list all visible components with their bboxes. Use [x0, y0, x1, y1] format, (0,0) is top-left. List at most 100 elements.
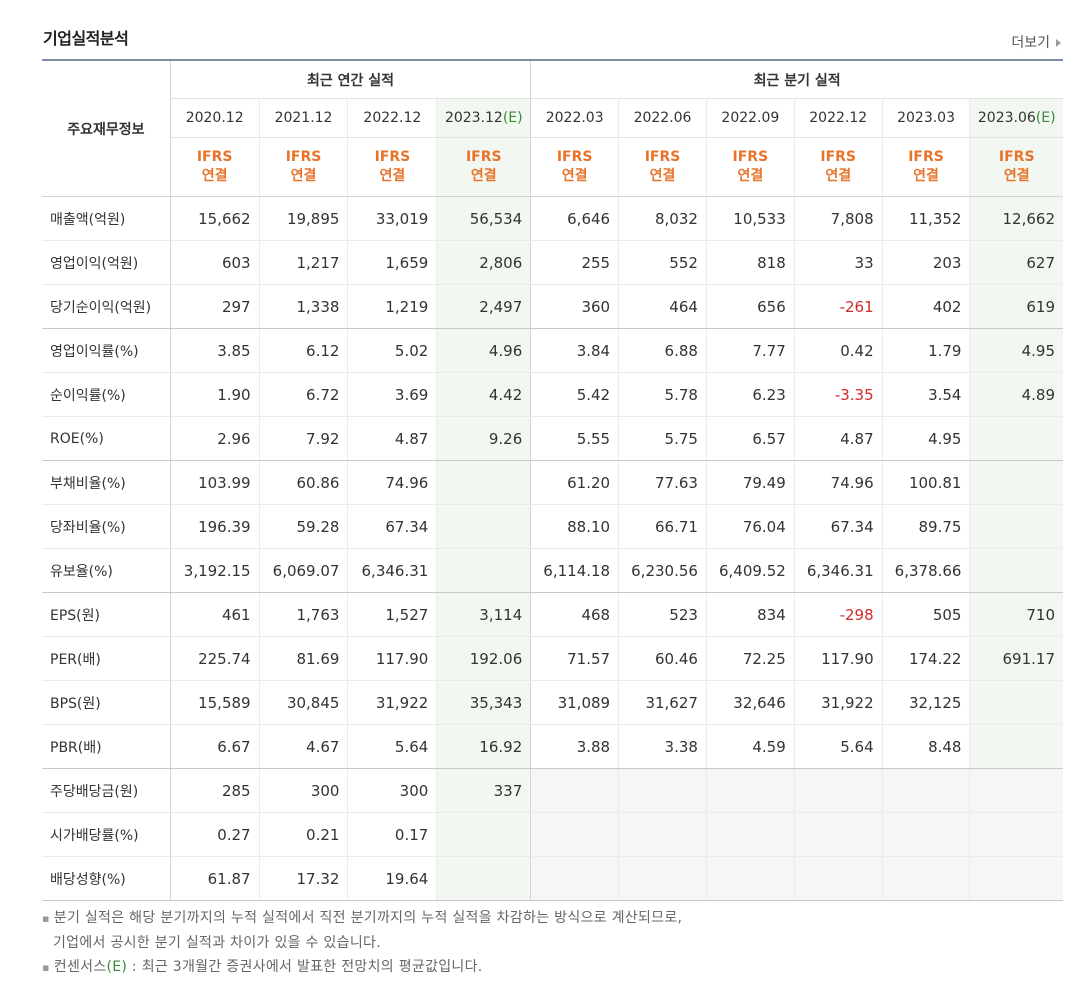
ifrs-label: IFRS [465, 149, 502, 165]
table-cell [969, 504, 1063, 549]
table-cell: 297 [170, 284, 260, 329]
table-cell: 81.69 [258, 636, 348, 681]
table-cell: 402 [881, 284, 970, 329]
table-cell [969, 768, 1063, 813]
table-row: 영업이익(억원) 603 1,217 1,659 2,806 255 552 818 33 203… [42, 240, 1063, 285]
table-cell: 61.87 [170, 856, 260, 901]
table-row: 배당성향(%) 61.87 17.32 19.64 [42, 856, 1063, 901]
table-cell: 1.79 [881, 328, 970, 373]
more-label: 더보기 [1011, 35, 1050, 51]
table-cell: 35,343 [436, 680, 531, 725]
period-label: 2021.12 [274, 110, 333, 126]
table-cell: 8.48 [881, 724, 970, 769]
ifrs-badge: IFRS 연결 [347, 137, 437, 197]
table-cell: 6.88 [618, 328, 707, 373]
table-cell: 818 [705, 240, 795, 285]
table-cell [530, 856, 619, 901]
table-cell: 3.85 [170, 328, 260, 373]
table-cell: 710 [969, 592, 1063, 637]
table-cell [705, 812, 795, 857]
table-row: PER(배) 225.74 81.69 117.90 192.06 71.57 60.46 7… [42, 636, 1063, 681]
period-label: 2022.03 [545, 110, 604, 126]
table-cell: 6,346.31 [347, 548, 437, 593]
table-cell: 19,895 [258, 196, 348, 241]
consolidated-label: 연결 [290, 168, 317, 184]
table-cell: 3.84 [530, 328, 619, 373]
consolidated-label: 연결 [649, 168, 676, 184]
table-cell: 31,627 [618, 680, 707, 725]
row-label: 배당성향(%) [42, 856, 171, 901]
table-cell: 1.90 [170, 372, 260, 417]
table-cell: 89.75 [881, 504, 970, 549]
consolidated-label: 연결 [737, 168, 764, 184]
table-cell: 6.12 [258, 328, 348, 373]
row-label: 매출액(억원) [42, 196, 171, 241]
table-cell: 337 [436, 768, 531, 813]
table-cell: 103.99 [170, 460, 260, 505]
table-cell: 300 [258, 768, 348, 813]
table-row: 유보율(%) 3,192.15 6,069.07 6,346.31 6,114.18 6,… [42, 548, 1063, 593]
consolidated-label: 연결 [825, 168, 852, 184]
table-cell: -298 [793, 592, 883, 637]
table-cell: 1,659 [347, 240, 437, 285]
table-cell [530, 812, 619, 857]
period-header: 2023.12(E) [436, 98, 531, 138]
table-cell: 3,192.15 [170, 548, 260, 593]
table-cell: 17.32 [258, 856, 348, 901]
table-cell: 627 [969, 240, 1063, 285]
table-row: BPS(원) 15,589 30,845 31,922 35,343 31,089 31,6… [42, 680, 1063, 725]
row-label: 영업이익률(%) [42, 328, 171, 373]
table-cell: 8,032 [618, 196, 707, 241]
consolidated-label: 연결 [561, 168, 588, 184]
ifrs-badge: IFRS 연결 [436, 137, 531, 197]
table-cell: 6.23 [705, 372, 795, 417]
table-cell: 523 [618, 592, 707, 637]
table-cell: 4.95 [969, 328, 1063, 373]
table-cell: 100.81 [881, 460, 970, 505]
table-cell [436, 548, 531, 593]
note-3-mark: (E) [106, 959, 128, 975]
table-cell: 5.42 [530, 372, 619, 417]
table-cell: 31,922 [347, 680, 437, 725]
row-label: BPS(원) [42, 680, 171, 725]
ifrs-badge: IFRS 연결 [170, 137, 260, 197]
table-cell: 656 [705, 284, 795, 329]
table-cell [969, 812, 1063, 857]
table-row: 당기순이익(억원) 297 1,338 1,219 2,497 360 464 656 -261… [42, 284, 1063, 329]
consolidated-label: 연결 [201, 168, 228, 184]
table-cell: 1,338 [258, 284, 348, 329]
note-3-rest: : 최근 3개월간 증권사에서 발표한 전망치의 평균값입니다. [127, 959, 483, 975]
table-cell: 32,125 [881, 680, 970, 725]
row-label: 영업이익(억원) [42, 240, 171, 285]
ifrs-label: IFRS [374, 149, 411, 165]
table-cell: 71.57 [530, 636, 619, 681]
table-cell: 464 [618, 284, 707, 329]
period-header: 2021.12 [258, 98, 348, 138]
table-cell: 834 [705, 592, 795, 637]
period-header: 2022.12 [347, 98, 437, 138]
ifrs-badge: IFRS 연결 [705, 137, 795, 197]
table-row: 매출액(억원) 15,662 19,895 33,019 56,534 6,646 8,03… [42, 196, 1063, 241]
table-cell [969, 680, 1063, 725]
table-cell: 6.57 [705, 416, 795, 461]
table-cell: 31,089 [530, 680, 619, 725]
table-cell [969, 724, 1063, 769]
table-cell: 5.55 [530, 416, 619, 461]
table-cell: 196.39 [170, 504, 260, 549]
table-cell: 9.26 [436, 416, 531, 461]
table-row: EPS(원) 461 1,763 1,527 3,114 468 523 834 -298 505… [42, 592, 1063, 637]
table-cell [881, 856, 970, 901]
table-cell: 7.77 [705, 328, 795, 373]
table-cell: 31,922 [793, 680, 883, 725]
period-label: 2023.03 [897, 110, 955, 126]
table-cell: 603 [170, 240, 260, 285]
table-cell: 5.64 [347, 724, 437, 769]
table-cell: 4.42 [436, 372, 531, 417]
table-cell: 60.86 [258, 460, 348, 505]
table-cell [881, 812, 970, 857]
table-cell [618, 856, 707, 901]
more-link[interactable]: 더보기 [1011, 32, 1061, 52]
ifrs-badge: IFRS 연결 [969, 137, 1063, 197]
table-cell: 0.21 [258, 812, 348, 857]
table-row: ROE(%) 2.96 7.92 4.87 9.26 5.55 5.75 6.57 4.87 4.… [42, 416, 1063, 461]
